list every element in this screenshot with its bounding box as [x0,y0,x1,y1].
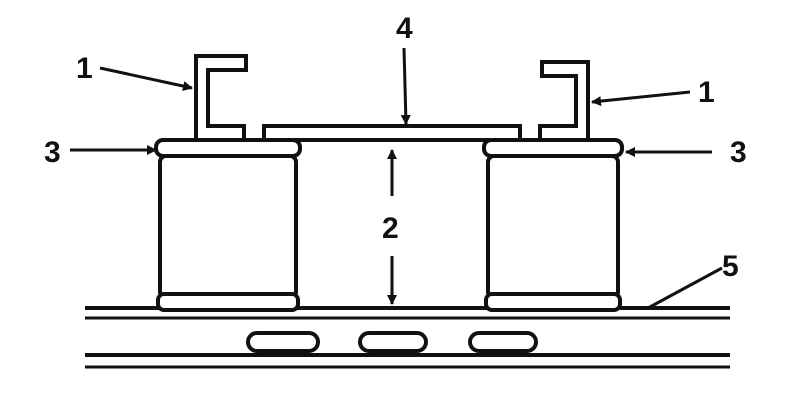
rail-slot [246,331,320,353]
callout-gap: 2 [382,212,399,245]
center-plate [262,124,522,142]
leader-channel-right [591,90,691,107]
right-insulator [484,154,622,312]
mounting-rail [85,306,730,369]
callout-channel-right: 1 [698,76,715,109]
left-bottom-pad [156,292,300,312]
right-channel-bracket [538,60,590,142]
callout-channel-left: 1 [76,52,93,85]
callout-plate: 4 [396,12,413,45]
leader-plate [400,47,411,125]
left-top-pad [154,138,302,158]
leader-rail [647,266,723,310]
rail-slot [468,331,538,353]
left-insulator [156,154,300,312]
left-channel-bracket [194,54,248,142]
right-top-pad [482,138,624,158]
callout-rail: 5 [722,250,739,283]
callout-pad-right: 3 [730,136,747,169]
callout-pad-left: 3 [44,136,61,169]
right-bottom-pad [484,292,622,312]
leader-channel-left [99,66,193,91]
rail-slot [358,331,428,353]
